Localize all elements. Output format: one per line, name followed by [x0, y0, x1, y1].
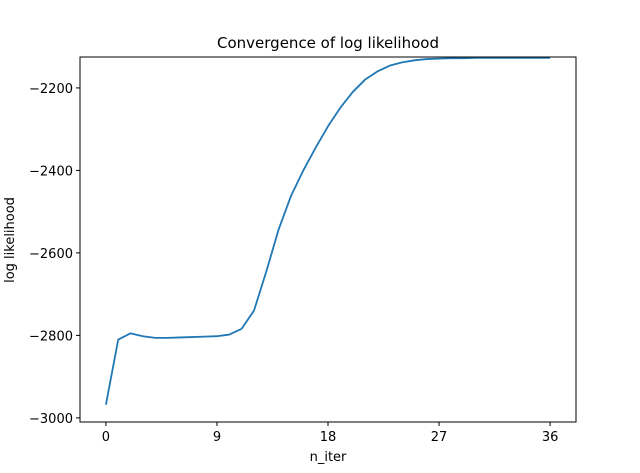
y-axis-ticks: −3000 −2800 −2600 −2400 −2200 — [29, 82, 80, 427]
x-tick-label: 36 — [542, 430, 559, 445]
plot-frame — [79, 56, 577, 423]
x-axis-label: n_iter — [310, 450, 347, 465]
y-tick-label: −2400 — [29, 164, 73, 179]
x-tick-label: 27 — [431, 430, 448, 445]
x-tick-label: 9 — [213, 430, 221, 445]
y-axis-label: log likelihood — [3, 197, 18, 283]
x-tick-label: 18 — [320, 430, 337, 445]
x-axis-ticks: 0 9 18 27 36 — [102, 422, 559, 445]
y-tick-label: −2800 — [29, 329, 73, 344]
x-tick-label: 0 — [102, 430, 110, 445]
series-layer — [105, 56, 551, 405]
chart-title: Convergence of log likelihood — [217, 34, 439, 52]
series-line — [105, 56, 551, 405]
y-tick-label: −3000 — [29, 412, 73, 427]
y-tick-label: −2200 — [29, 82, 73, 97]
y-tick-label: −2600 — [29, 247, 73, 262]
